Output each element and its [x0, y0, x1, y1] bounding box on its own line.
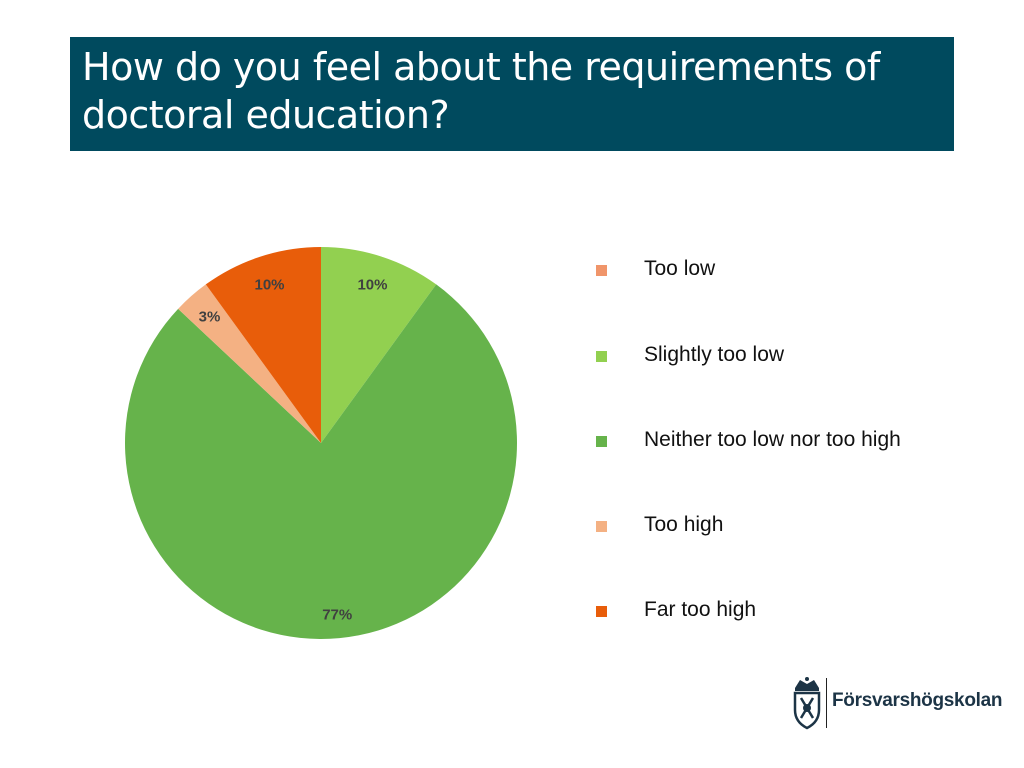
legend-label-far-too-high: Far too high — [644, 598, 757, 621]
slide-title: How do you feel about the requirements o… — [82, 45, 880, 137]
logo-divider — [826, 678, 827, 728]
legend-item-slightly-too-low: Slightly too low — [596, 342, 976, 382]
legend-label-slightly-too-low: Slightly too low — [644, 343, 785, 366]
pie-label-slightly-too-low: 10% — [357, 277, 387, 294]
pie-label-far-too-high: 10% — [255, 277, 285, 294]
pie-slice-slightly-too-low — [321, 247, 437, 443]
pie-slice-neither-too-low-nor-too-high — [124, 284, 517, 639]
legend-item-too-low: Too low — [596, 256, 976, 296]
legend-swatch-too-low — [596, 265, 607, 276]
pie-slice-too-high — [178, 284, 321, 443]
legend-label-too-low: Too low — [644, 257, 716, 280]
legend-label-neither: Neither too low nor too high — [644, 428, 901, 451]
slide-title-bar: How do you feel about the requirements o… — [70, 37, 954, 151]
legend-item-too-high: Too high — [596, 512, 976, 552]
legend-swatch-far-too-high — [596, 606, 607, 617]
pie-label-neither-too-low-nor-too-high: 77% — [322, 607, 352, 624]
crest-icon — [793, 677, 821, 730]
legend-item-far-too-high: Far too high — [596, 597, 976, 637]
logo: Försvarshögskolan — [790, 674, 1003, 732]
legend-swatch-slightly-too-low — [596, 351, 607, 362]
logo-text: Försvarshögskolan — [832, 690, 1003, 711]
pie-label-too-high: 3% — [199, 309, 221, 326]
legend-label-too-high: Too high — [644, 513, 724, 536]
legend-item-neither: Neither too low nor too high — [596, 427, 976, 467]
pie-slice-far-too-high — [205, 247, 321, 443]
legend-swatch-neither — [596, 436, 607, 447]
legend-swatch-too-high — [596, 521, 607, 532]
